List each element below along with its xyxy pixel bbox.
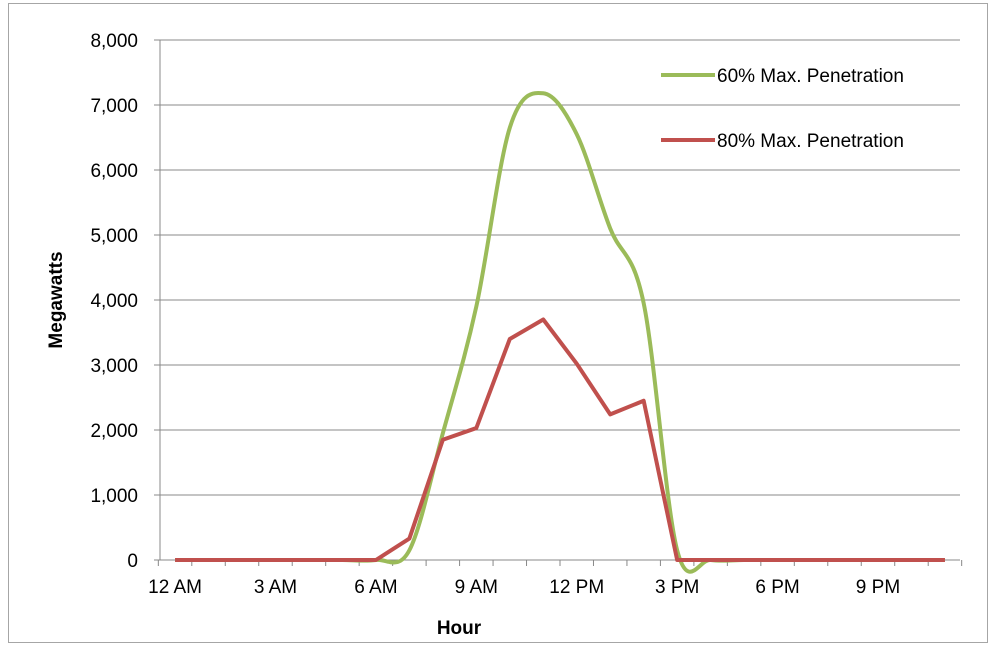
y-axis-title: Megawatts	[46, 251, 67, 348]
gridlines	[154, 39, 960, 561]
y-tick-label: 2,000	[90, 421, 138, 442]
x-tick-label: 6 PM	[755, 577, 799, 598]
x-tick-label: 9 AM	[455, 577, 498, 598]
x-tick-label: 6 AM	[354, 577, 397, 598]
y-tick-label: 5,000	[90, 226, 138, 247]
y-tick-label: 3,000	[90, 356, 138, 377]
y-tick-label: 7,000	[90, 96, 138, 117]
x-tick-label: 3 AM	[254, 577, 297, 598]
x-axis-title: Hour	[437, 618, 482, 639]
x-tick-label: 12 AM	[148, 577, 202, 598]
legend: 60% Max. Penetration 80% Max. Penetration	[661, 66, 904, 152]
y-tick-label: 1,000	[90, 486, 138, 507]
legend-label: 60% Max. Penetration	[717, 66, 904, 87]
axes	[157, 40, 963, 566]
y-tick-label: 4,000	[90, 291, 138, 312]
y-axis-tick-labels: 0 1,000 2,000 3,000 4,000 5,000 6,000 7,000 8,00…	[90, 31, 138, 572]
x-tick-label: 3 PM	[655, 577, 699, 598]
series-line-1	[175, 91, 945, 574]
y-tick-label: 8,000	[90, 31, 138, 52]
chart-area	[8, 3, 988, 643]
y-tick-label: 0	[127, 551, 138, 572]
series-lines	[175, 91, 945, 574]
x-tick-label: 9 PM	[856, 577, 900, 598]
legend-label: 80% Max. Penetration	[717, 131, 904, 152]
series-line-2	[175, 317, 945, 562]
x-tick-label: 12 PM	[549, 577, 604, 598]
y-tick-label: 6,000	[90, 161, 138, 182]
x-axis-tick-labels: 12 AM 3 AM 6 AM 9 AM 12 PM 3 PM 6 PM 9 PM	[148, 577, 900, 598]
